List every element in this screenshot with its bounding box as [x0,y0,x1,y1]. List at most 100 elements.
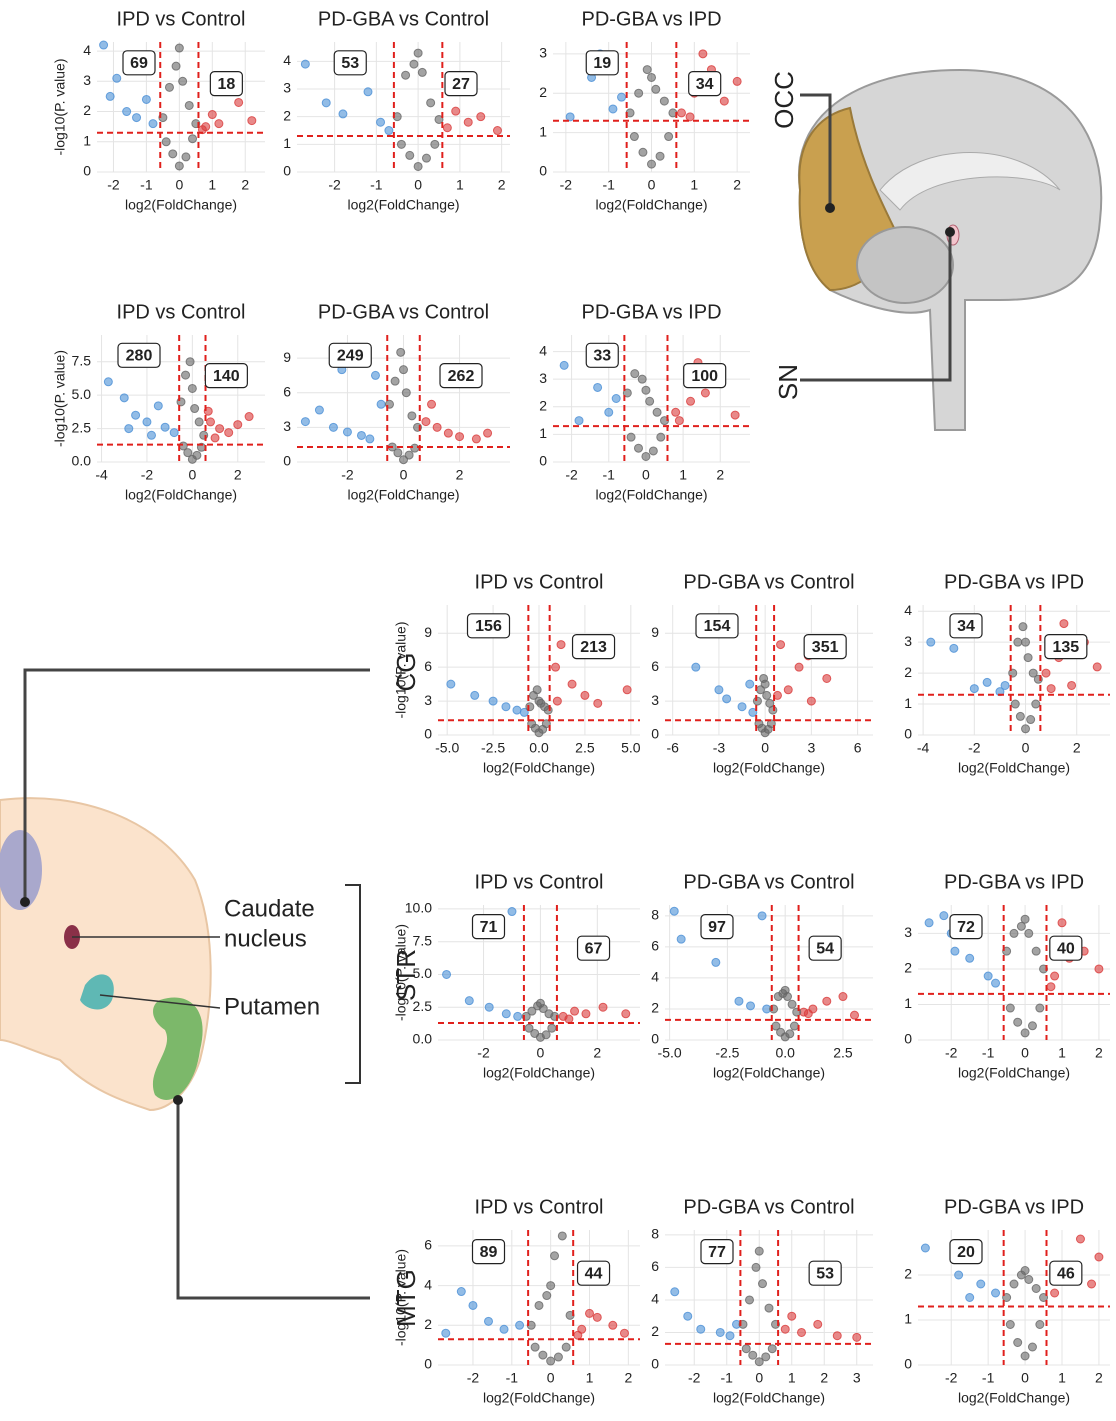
point [969,684,979,694]
y-tick-label: 6 [651,1258,659,1274]
point [669,906,679,916]
y-tick-label: 6 [651,938,659,954]
y-tick-label: 7.5 [72,352,92,368]
point [206,417,216,427]
point [532,685,542,695]
marker-dot [20,897,30,907]
point [754,1357,764,1367]
x-tick-label: -1 [721,1370,734,1386]
point [169,428,179,438]
chart-title: IPD vs Control [475,871,604,893]
point [976,1279,986,1289]
count-label: 53 [816,1265,834,1282]
y-tick-label: 2 [651,1000,659,1016]
y-axis-label: -log10(P. value) [393,1249,409,1346]
point [300,59,310,69]
point [551,662,561,672]
count-label: 44 [585,1265,603,1282]
point [178,76,188,86]
point [442,969,452,979]
y-tick-label: 0 [83,163,91,179]
coronal-brain [0,797,212,1112]
point [1005,1003,1015,1013]
point [965,953,975,963]
point [655,151,665,161]
y-tick-label: 0 [651,1356,659,1372]
point [1057,918,1067,928]
x-tick-label: -2.5 [481,740,505,756]
point [401,70,411,80]
point [224,428,234,438]
y-tick-label: 2 [539,84,547,100]
point [122,107,132,117]
point [512,705,522,715]
connector [23,668,370,902]
y-tick-label: 3 [424,692,432,708]
point [181,152,191,162]
point [188,134,198,144]
point [530,1342,540,1352]
x-axis-label: log2(FoldChange) [595,487,707,503]
count-box [949,1238,983,1265]
point [567,679,577,689]
point [1020,1266,1030,1275]
point [758,1279,767,1289]
point [413,48,423,58]
point [527,1006,537,1016]
point [629,132,639,142]
point [215,424,225,434]
anatomy-label: Putamen [224,993,320,1020]
point [760,728,770,738]
point [714,685,724,695]
count-box [695,613,739,639]
point [174,161,184,171]
x-tick-label: 2 [498,177,506,193]
point [1094,1252,1104,1262]
point [396,139,406,149]
y-tick-label: 9 [283,349,291,365]
y-tick-label: 5.0 [72,386,92,402]
point [664,132,674,142]
y-tick-label: 0 [539,453,547,469]
point [764,1303,774,1313]
point [722,694,732,704]
x-tick-label: -2 [688,1370,701,1386]
y-tick-label: 2 [539,397,547,413]
point [787,999,797,1009]
x-tick-label: -2 [341,467,354,483]
point [1018,622,1028,632]
point [1020,914,1030,924]
chart-title: PD-GBA vs IPD [581,301,721,323]
count-box [576,1260,611,1286]
point [552,696,562,706]
count-box [700,1238,734,1265]
point [214,119,224,129]
count-box [117,342,161,368]
y-tick-label: 3 [539,370,547,386]
point [757,911,767,921]
count-label: 27 [452,76,470,93]
point [659,96,669,106]
x-tick-label: 2 [593,1045,601,1061]
x-tick-label: -2 [477,1045,490,1061]
count-box [1049,1260,1083,1286]
point [376,399,386,409]
point [499,1324,509,1334]
point [700,388,710,398]
point [168,149,178,159]
y-tick-label: 2.5 [413,998,433,1014]
point [642,65,652,75]
count-label: 351 [812,639,839,656]
x-tick-label: 2 [1095,1045,1103,1061]
point [550,1251,560,1261]
point [734,996,744,1006]
y-tick-label: 1 [904,1311,912,1327]
anatomy-label: nucleus [224,925,307,952]
point [112,73,122,83]
point [1021,637,1031,647]
point [806,696,816,706]
point [390,376,400,386]
count-label: 71 [480,919,498,936]
x-tick-label: 1 [1058,1370,1066,1386]
point [561,1342,571,1352]
